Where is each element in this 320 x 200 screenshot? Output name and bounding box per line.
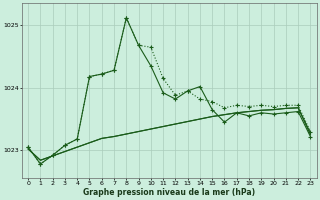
X-axis label: Graphe pression niveau de la mer (hPa): Graphe pression niveau de la mer (hPa)	[83, 188, 255, 197]
